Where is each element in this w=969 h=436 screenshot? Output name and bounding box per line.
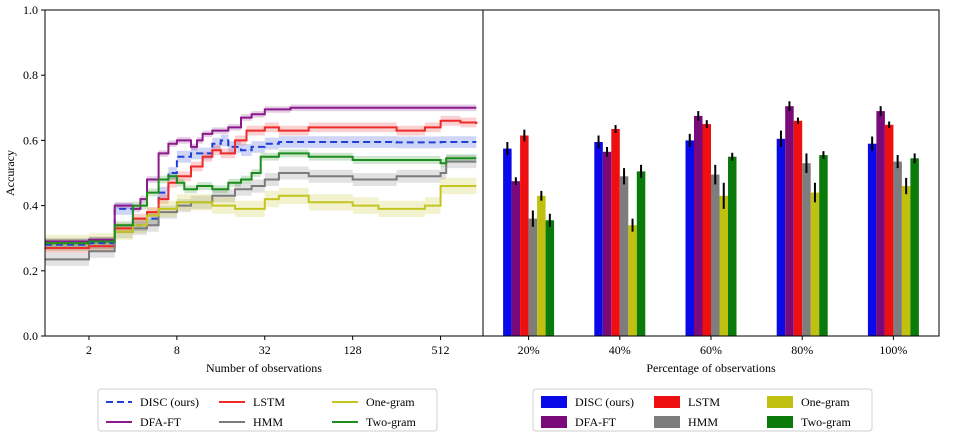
category-label: 80% [791,343,813,357]
legend-swatch-lstm [654,396,680,408]
x-tick-label: 512 [432,343,450,357]
category-label: 40% [609,343,631,357]
bar-one-gram-80 [810,192,820,336]
right-legend: DISC (ours) DFA-FT LSTM HMM One-gram Two-gram [532,388,873,432]
line-two-gram [45,152,477,245]
bar-two-gram-40 [636,171,646,336]
legend-label-hmm: HMM [688,415,718,429]
y-tick-label: 0.2 [23,264,38,278]
band-hmm [45,155,477,266]
bar-hmm-20 [528,218,538,336]
band-one-gram [45,177,477,252]
bar-lstm-80 [793,120,803,336]
legend-label-dfa-ft: DFA-FT [140,415,182,429]
bar-dfa-ft-60 [694,115,703,337]
bar-disc-ours-100 [867,143,877,336]
y-tick-label: 0.8 [23,68,38,82]
bar-disc-ours-80 [776,138,786,336]
bar-one-gram-100 [901,186,911,336]
legend-label-one-gram: One-gram [366,395,415,409]
bar-one-gram-40 [628,225,637,336]
legend-label-disc-ours: DISC (ours) [140,395,199,409]
bar-one-gram-60 [719,195,728,336]
right-bar-chart: 20% 40% 60% 80% 100% Percentage of observatio… [482,9,940,375]
x-axis-label: Number of observations [206,361,322,375]
legend-swatch-disc-ours [541,396,567,408]
legend-label-lstm: LSTM [253,395,285,409]
category-label: 20% [518,343,540,357]
bar-hmm-80 [802,163,811,336]
bar-hmm-100 [893,161,902,336]
band-lstm [45,115,477,253]
legend-label-two-gram: Two-gram [366,415,416,429]
x-tick-label: 8 [174,343,180,357]
left-legend: DISC (ours) DFA-FT LSTM HMM One-gram Two-gram [97,388,438,432]
y-axis-label: Accuracy [3,150,17,196]
legend-label-one-gram: One-gram [801,395,850,409]
category-label: 60% [700,343,722,357]
y-tick-label: 0.0 [23,329,38,343]
y-tick-label: 1.0 [23,3,38,17]
bar-dfa-ft-80 [785,106,794,336]
legend-swatch-one-gram [767,396,793,408]
bar-hmm-40 [619,176,629,336]
bar-one-gram-20 [537,195,546,336]
bar-two-gram-20 [545,220,555,336]
bar-two-gram-60 [728,156,737,336]
bar-dfa-ft-20 [511,181,521,336]
band-disc-ours [45,134,477,251]
legend-swatch-two-gram [767,416,793,428]
x-tick-label: 2 [86,343,92,357]
legend-label-lstm: LSTM [688,395,720,409]
legend-label-dfa-ft: DFA-FT [575,415,617,429]
x-tick-label: 32 [259,343,271,357]
y-tick-label: 0.6 [23,133,38,147]
bar-two-gram-100 [910,158,919,336]
x-axis-label: Percentage of observations [646,361,776,375]
bar-lstm-20 [520,135,529,336]
bar-hmm-60 [711,174,720,336]
bar-dfa-ft-40 [602,151,612,336]
legend-label-hmm: HMM [253,415,283,429]
legend-frame [97,388,438,432]
bar-disc-ours-40 [594,142,603,336]
y-tick-label: 0.4 [23,199,38,213]
left-line-chart: 0.0 0.2 0.4 0.6 0.8 1.0 2 8 32 128 512 Number of ob… [3,3,484,375]
x-tick-label: 128 [344,343,362,357]
bar-lstm-60 [702,124,711,336]
line-one-gram [45,185,477,245]
bar-lstm-100 [884,124,894,336]
legend-swatch-hmm [654,416,680,428]
bar-dfa-ft-100 [876,111,885,336]
bar-disc-ours-60 [685,140,694,336]
legend-swatch-dfa-ft [541,416,567,428]
bar-disc-ours-20 [503,148,512,336]
category-label: 100% [879,343,907,357]
legend-label-two-gram: Two-gram [801,415,851,429]
bar-lstm-40 [611,129,620,336]
legend-label-disc-ours: DISC (ours) [575,395,634,409]
bar-two-gram-80 [819,155,828,336]
